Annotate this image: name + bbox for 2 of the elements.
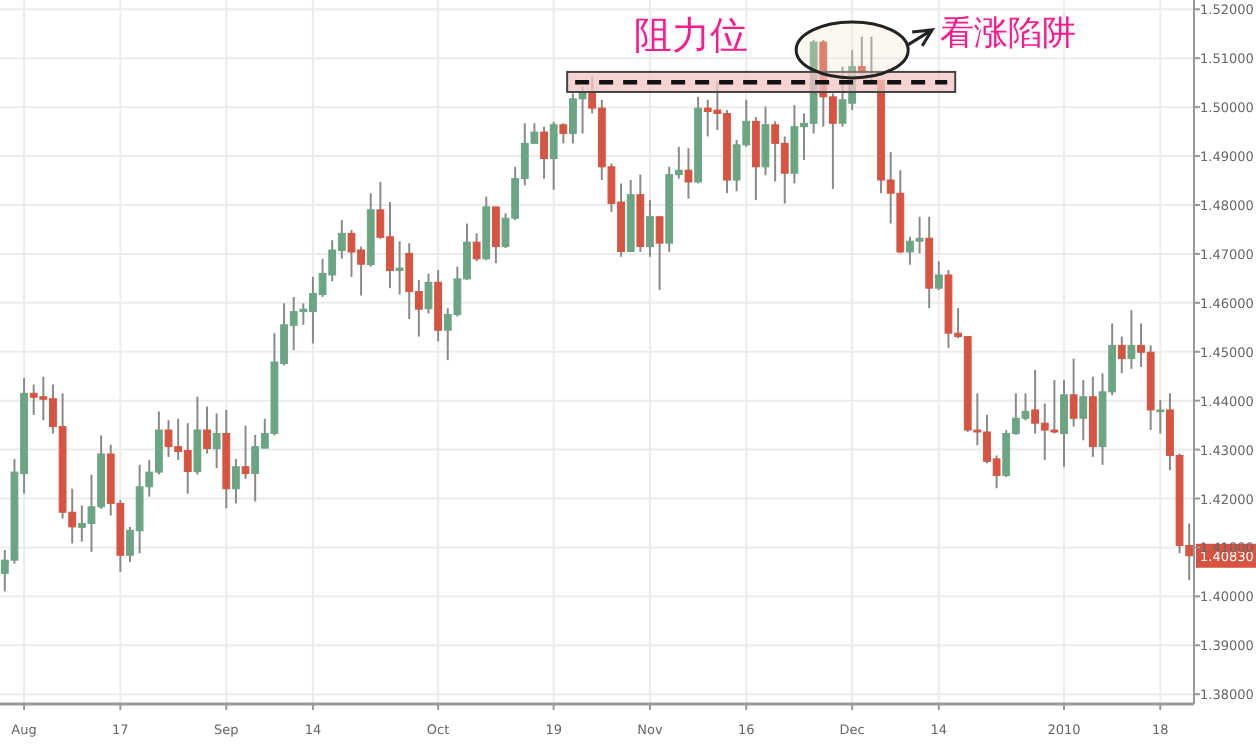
band-label: 阻力位 bbox=[634, 13, 749, 58]
annotation: 看涨陷阱 bbox=[940, 13, 1077, 54]
